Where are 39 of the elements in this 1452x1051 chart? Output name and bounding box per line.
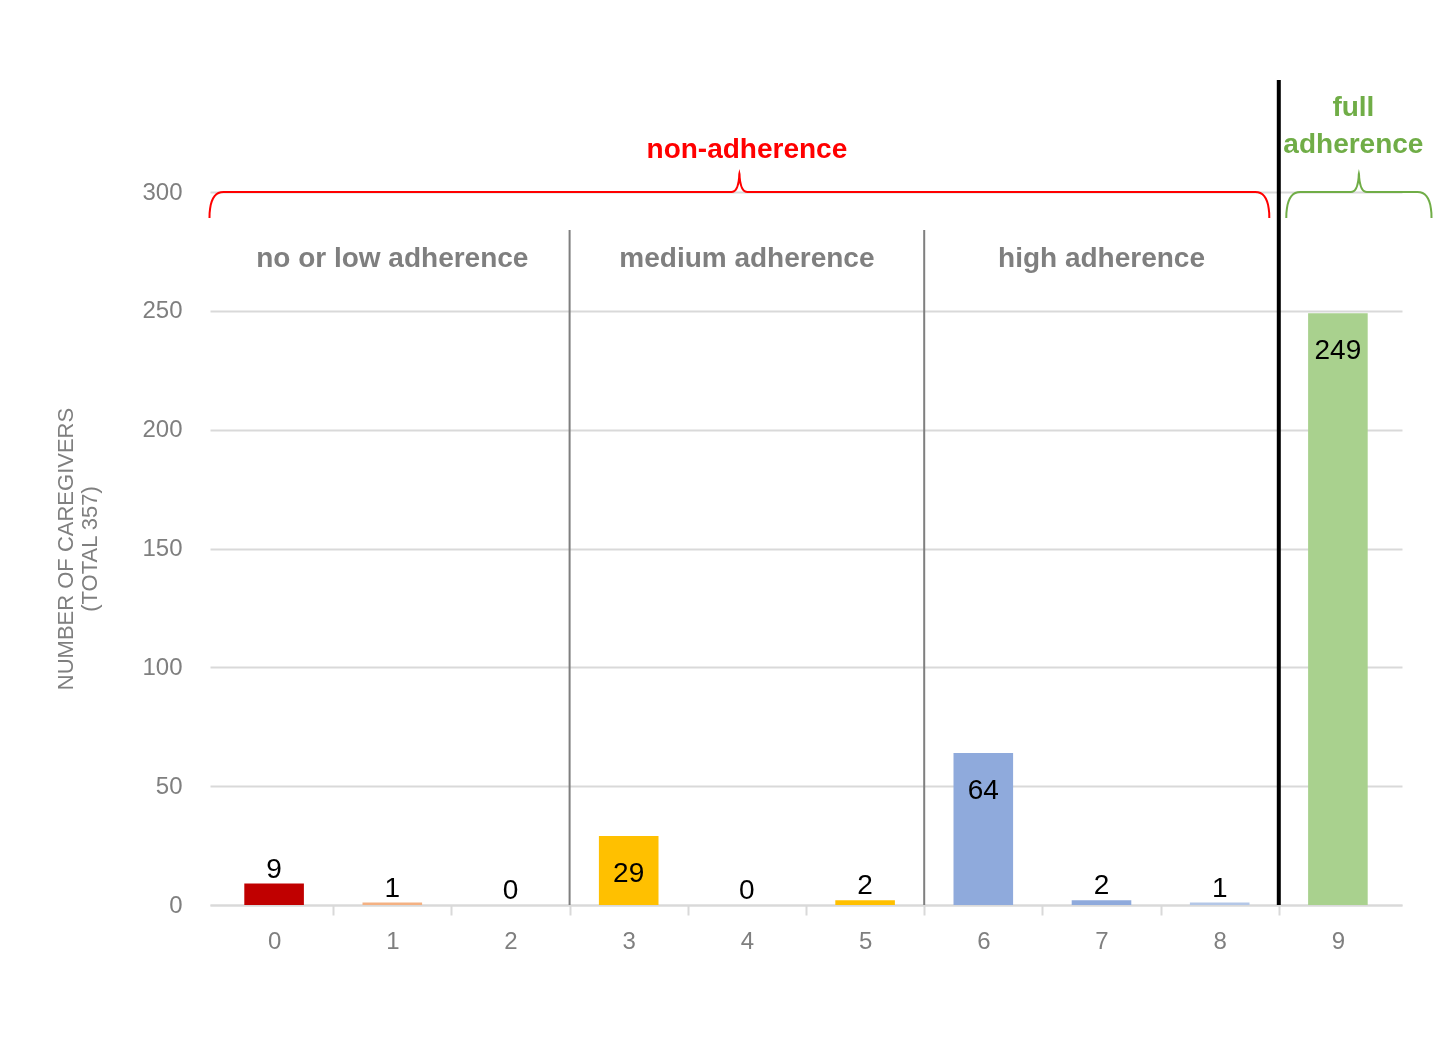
y-tick-label: 200 [142, 415, 183, 443]
x-tick-label: 5 [858, 926, 873, 954]
text: full adherence [1283, 91, 1424, 159]
bar [1308, 313, 1368, 905]
x-tick-label: 3 [622, 926, 636, 954]
bar [835, 900, 895, 905]
annotation: no or low adherence [256, 242, 529, 273]
text: non-adherence [646, 133, 848, 164]
data-label: 0 [502, 874, 519, 905]
x-tick-label: 6 [977, 926, 991, 954]
data-label: 2 [1093, 869, 1110, 901]
y-tick-label: 250 [142, 296, 183, 324]
annotation: high adherence [998, 242, 1205, 273]
y-tick-label: 50 [155, 771, 183, 799]
y-tick-label: 100 [142, 652, 183, 680]
bar [953, 752, 1014, 905]
x-tick-label: 1 [386, 926, 400, 954]
data-label: 249 [1314, 334, 1362, 366]
x-tick-label: 8 [1213, 926, 1227, 954]
y-tick-label: 150 [142, 534, 183, 561]
data-label: 2 [857, 869, 873, 901]
data-label: 9 [266, 852, 282, 884]
bar [598, 836, 659, 905]
x-tick-label: 0 [267, 926, 282, 954]
data-label: 0 [739, 874, 755, 905]
data-label: 1 [384, 871, 401, 903]
y-tick-label: 300 [142, 177, 183, 205]
x-tick-label: 4 [740, 926, 755, 954]
annotation: medium adherence [619, 242, 875, 273]
bar [1071, 900, 1132, 905]
bar [244, 883, 304, 905]
data-label: 29 [613, 857, 645, 889]
y-axis-title: NUMBER OF CAREGIVERS (TOTAL 357) [53, 407, 103, 691]
y-tick-label: 0 [169, 890, 183, 918]
x-tick-label: 9 [1331, 926, 1346, 954]
x-tick-label: 7 [1095, 926, 1109, 954]
data-label: 64 [967, 773, 999, 805]
x-tick-label: 2 [504, 926, 518, 954]
data-label: 1 [1211, 871, 1228, 903]
